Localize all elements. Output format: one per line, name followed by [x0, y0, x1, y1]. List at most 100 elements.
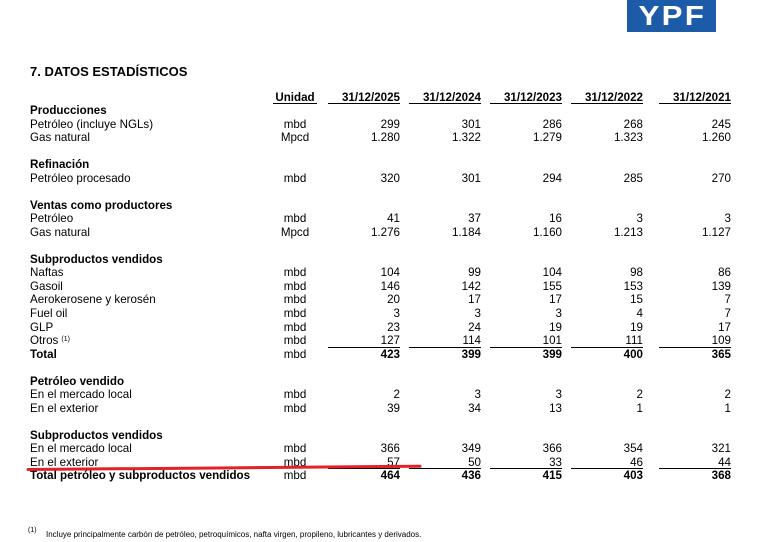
- row-label: Total petróleo y subproductos vendidos: [30, 469, 250, 483]
- row-label: Petróleo: [30, 212, 73, 226]
- row-value: 17: [549, 293, 562, 307]
- row-label: Total: [30, 348, 57, 362]
- row-value: 299: [380, 117, 400, 131]
- row-value: 33: [490, 456, 562, 470]
- row-value: 16: [549, 212, 562, 226]
- row-value: 2: [636, 388, 643, 402]
- period-header: 31/12/2022: [571, 91, 643, 105]
- row-label: Gas natural: [30, 131, 90, 145]
- row-label-text: Fuel oil: [30, 306, 68, 320]
- group-title-row: Petróleo vendido: [0, 375, 774, 389]
- row-value: 1.279: [532, 131, 562, 145]
- row-value: 464: [380, 469, 400, 483]
- row-unit: mbd: [283, 347, 307, 361]
- row-unit: mbd: [283, 401, 307, 415]
- table-group: Producciones Petróleo (incluye NGLs) mbd 29…: [0, 104, 774, 145]
- row-unit: mbd: [283, 469, 307, 483]
- row-value: 142: [461, 279, 481, 293]
- row-value: 268: [623, 117, 643, 131]
- row-value: 23: [387, 320, 400, 334]
- data-row: Naftas mbd 104 99 104 98 86: [0, 266, 774, 280]
- row-value: 99: [468, 266, 481, 280]
- unit-header-cell: Unidad: [265, 91, 325, 105]
- row-value: 403: [623, 469, 643, 483]
- row-value: 3: [474, 388, 481, 402]
- row-label-text: En el mercado local: [30, 442, 132, 456]
- row-label: Otros (1): [30, 334, 70, 350]
- row-value: 153: [623, 279, 643, 293]
- row-unit: Mpcd: [280, 225, 310, 239]
- footnote-text: Incluye principalmente carbón de petróle…: [46, 530, 422, 539]
- row-value: 50: [409, 456, 481, 470]
- period-header: 31/12/2021: [659, 91, 731, 105]
- row-value: 13: [549, 401, 562, 415]
- row-value: 1.213: [613, 225, 643, 239]
- data-row: Petróleo (incluye NGLs) mbd 299 301 286 268 24…: [0, 118, 774, 132]
- total-row: Total petróleo y subproductos vendidos mb…: [0, 469, 774, 483]
- group-title: Subproductos vendidos: [30, 428, 163, 442]
- row-unit: mbd: [283, 442, 307, 456]
- row-value: 1.323: [613, 131, 643, 145]
- period-header: 31/12/2023: [490, 91, 562, 105]
- row-value: 320: [380, 171, 400, 185]
- row-value: 34: [468, 401, 481, 415]
- row-value: 349: [461, 442, 481, 456]
- table-group: Petróleo vendido En el mercado local mbd 2 3…: [0, 375, 774, 416]
- row-label-text: GLP: [30, 320, 54, 334]
- row-label-text: Naftas: [30, 266, 64, 280]
- row-label: Petróleo (incluye NGLs): [30, 118, 153, 132]
- row-value: 46: [571, 456, 643, 470]
- table-group: Subproductos vendidos Naftas mbd 104 99 104 98…: [0, 253, 774, 361]
- row-value: 294: [542, 171, 562, 185]
- footnote-marker: (1): [28, 527, 37, 534]
- row-label: En el mercado local: [30, 442, 132, 456]
- unit-header: Unidad: [275, 90, 315, 104]
- row-value: 1: [636, 401, 643, 415]
- row-label-text: Gas natural: [30, 225, 90, 239]
- row-value: 39: [387, 401, 400, 415]
- row-value: 1.160: [532, 225, 562, 239]
- row-value: 354: [623, 442, 643, 456]
- group-title: Petróleo vendido: [30, 374, 125, 388]
- section-title: 7. DATOS ESTADÍSTICOS: [30, 64, 188, 79]
- row-label-text: Aerokerosene y kerosén: [30, 293, 156, 307]
- row-value: 1: [724, 401, 731, 415]
- row-value: 146: [380, 279, 400, 293]
- period-header: 31/12/2024: [409, 91, 481, 105]
- row-value: 270: [711, 171, 731, 185]
- row-value: 24: [468, 320, 481, 334]
- row-value: 285: [623, 171, 643, 185]
- row-label: Petróleo procesado: [30, 172, 131, 186]
- group-title: Subproductos vendidos: [30, 252, 163, 266]
- row-value: 104: [542, 266, 562, 280]
- logo-text: YPF: [638, 0, 707, 31]
- row-label: En el mercado local: [30, 388, 132, 402]
- group-title: Producciones: [30, 104, 107, 118]
- row-value: 400: [623, 347, 643, 361]
- table-header-row: Unidad 31/12/2025 31/12/2024 31/12/2023 31/1…: [0, 91, 774, 105]
- row-value: 286: [542, 117, 562, 131]
- row-value: 365: [711, 347, 731, 361]
- row-value: 399: [542, 347, 562, 361]
- footnote-reference: (1): [61, 336, 70, 344]
- row-unit: mbd: [283, 320, 307, 334]
- row-value: 7: [724, 293, 731, 307]
- row-value: 20: [387, 293, 400, 307]
- row-value: 104: [380, 266, 400, 280]
- row-label: GLP: [30, 321, 53, 335]
- row-value: 57: [328, 456, 400, 470]
- row-value: 1.260: [701, 131, 731, 145]
- row-value: 301: [461, 171, 481, 185]
- table-group: Refinación Petróleo procesado mbd 320 301 294…: [0, 158, 774, 185]
- statistics-table: Unidad 31/12/2025 31/12/2024 31/12/2023 31/1…: [0, 91, 774, 483]
- row-value: 3: [393, 306, 400, 320]
- row-value: 101: [490, 334, 562, 348]
- row-value: 109: [659, 334, 731, 348]
- row-unit: mbd: [283, 266, 307, 280]
- row-unit: mbd: [283, 293, 307, 307]
- row-value: 127: [328, 334, 400, 348]
- row-value: 3: [636, 212, 643, 226]
- row-value: 3: [555, 306, 562, 320]
- row-unit: mbd: [283, 117, 307, 131]
- row-unit: Mpcd: [280, 131, 310, 145]
